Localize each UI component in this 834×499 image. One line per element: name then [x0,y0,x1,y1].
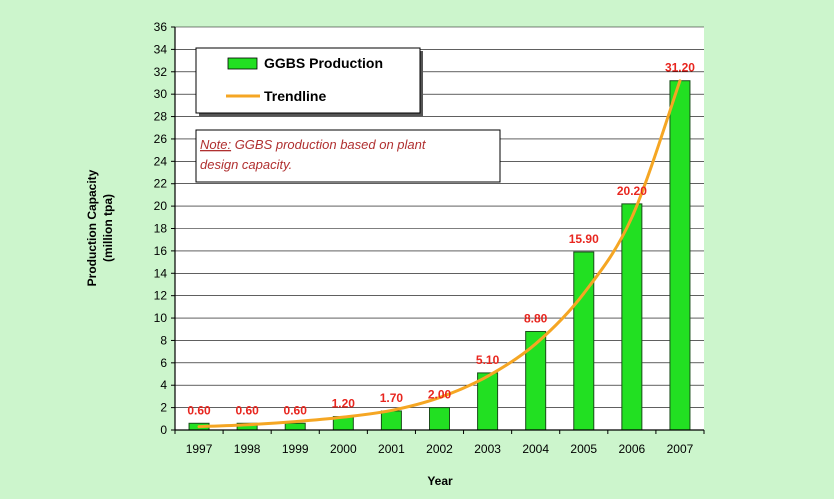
legend-line-label: Trendline [264,88,326,104]
data-label: 1.70 [380,391,404,405]
y-tick-label: 34 [154,42,168,56]
y-tick-label: 28 [154,110,168,124]
y-axis-title: Production Capacity [85,169,99,286]
bar [380,410,402,431]
data-label: 0.60 [235,403,259,417]
y-axis-unit: (million tpa) [101,194,115,262]
data-label: 5.10 [476,353,500,367]
note-box: Note: GGBS production based on plant des… [195,129,501,183]
data-labels: 0.60 0.60 0.60 1.20 1.70 2.00 5.10 8.80 15.90 20.… [187,61,695,418]
y-tick-label: 16 [154,244,168,258]
data-label: 20.20 [617,184,647,198]
x-axis-ticks: 1997 1998 1999 2000 2001 2002 2003 2004 2005 2006… [174,430,705,456]
y-tick-label: 12 [154,289,168,303]
y-tick-label: 26 [154,132,168,146]
legend-bar-swatch [227,57,258,70]
y-tick-label: 8 [160,333,167,347]
y-tick-label: 6 [160,356,167,370]
bar [669,80,691,431]
bar [573,251,595,431]
y-tick-label: 36 [154,20,168,34]
data-label: 0.60 [187,403,211,417]
bar [525,330,547,431]
data-label: 0.60 [284,403,308,417]
trendline [197,79,682,429]
bar [621,203,643,431]
y-tick-label: 18 [154,222,168,236]
y-tick-label: 2 [160,401,167,415]
x-tick-label: 2002 [426,442,453,456]
y-tick-label: 24 [154,154,168,168]
x-tick-label: 1999 [282,442,309,456]
y-tick-label: 10 [154,311,168,325]
bar [429,407,450,431]
note-line-1: Note: GGBS production based on plant [200,137,427,152]
y-tick-label: 32 [154,65,168,79]
x-tick-label: 2007 [667,442,694,456]
x-tick-label: 2005 [570,442,597,456]
trendline-series [197,79,682,429]
x-axis-title: Year [427,474,453,488]
x-tick-label: 1997 [186,442,213,456]
x-tick-label: 2006 [619,442,646,456]
x-tick-label: 2004 [522,442,549,456]
y-tick-label: 20 [154,199,168,213]
data-label: 31.20 [665,61,695,75]
x-tick-label: 2000 [330,442,357,456]
y-tick-label: 14 [154,266,168,280]
x-tick-label: 2003 [474,442,501,456]
legend-bar-label: GGBS Production [264,55,383,71]
bar-series [188,80,691,431]
y-tick-label: 22 [154,177,168,191]
y-tick-label: 0 [160,423,167,437]
x-tick-label: 1998 [234,442,261,456]
legend: GGBS Production Trendline [195,47,423,116]
note-frame [195,129,501,183]
y-tick-label: 30 [154,87,168,101]
bar [284,422,306,431]
note-prefix: Note: [200,137,231,152]
note-text: GGBS production based on plant [231,137,427,152]
y-tick-label: 4 [160,378,167,392]
data-label: 1.20 [332,397,356,411]
data-label: 2.00 [428,388,452,402]
x-tick-label: 2001 [378,442,405,456]
data-label: 8.80 [524,311,548,325]
data-label: 15.90 [569,232,599,246]
note-line-2: design capacity. [200,157,292,172]
